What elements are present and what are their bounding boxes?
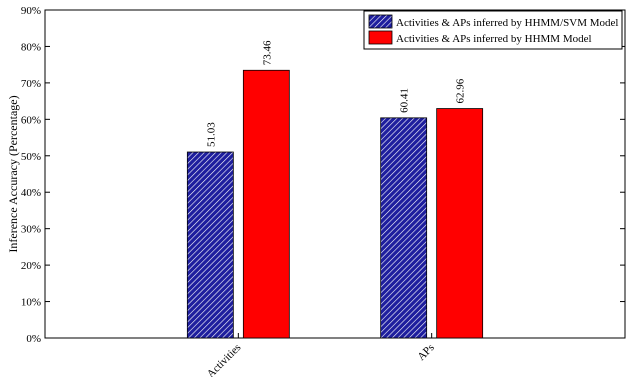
- bar-activities-series-2: [242, 69, 290, 339]
- y-tick-label: 70%: [21, 78, 41, 90]
- y-tick-label: 90%: [21, 5, 41, 17]
- bar-series: [186, 69, 484, 339]
- x-axis: Activities APs: [205, 333, 437, 377]
- y-tick-label: 30%: [21, 224, 41, 236]
- y-tick-label: 50%: [21, 151, 41, 163]
- bar-aps-series-1: [380, 117, 428, 339]
- y-tick-label: 0%: [26, 333, 41, 345]
- x-tick-label: Activities: [205, 342, 244, 377]
- bar-activities-series-1: [186, 151, 234, 339]
- data-label: 51.03: [205, 122, 217, 147]
- legend-swatch-hhmm-svm: [368, 14, 393, 29]
- y-tick-label: 10%: [21, 297, 41, 309]
- data-label: 62.96: [455, 78, 467, 103]
- legend-label-hhmm-svm: Activities & APs inferred by HHMM/SVM Mo…: [396, 17, 618, 29]
- y-axis-title: Inference Accuracy (Percentage): [6, 95, 20, 252]
- data-label: 60.41: [399, 88, 411, 113]
- x-tick-label: APs: [415, 342, 436, 363]
- y-tick-label: 40%: [21, 187, 41, 199]
- data-labels: 51.03 73.46 60.41 62.96: [205, 40, 466, 147]
- legend-label-hhmm: Activities & APs inferred by HHMM Model: [396, 33, 592, 45]
- plot-area: [44, 9, 626, 339]
- y-tick-label: 60%: [21, 114, 41, 126]
- legend-box: [363, 10, 623, 50]
- y-tick-label: 20%: [21, 260, 41, 272]
- y-axis: 0% 10% 20% 30% 40% 50% 60% 70% 80% 90%: [21, 5, 625, 345]
- bar-aps-series-2: [436, 108, 484, 339]
- data-label: 73.46: [261, 40, 273, 65]
- legend: Activities & APs inferred by HHMM/SVM Mo…: [363, 10, 623, 50]
- legend-swatch-hhmm: [368, 30, 393, 45]
- y-tick-label: 80%: [21, 41, 41, 53]
